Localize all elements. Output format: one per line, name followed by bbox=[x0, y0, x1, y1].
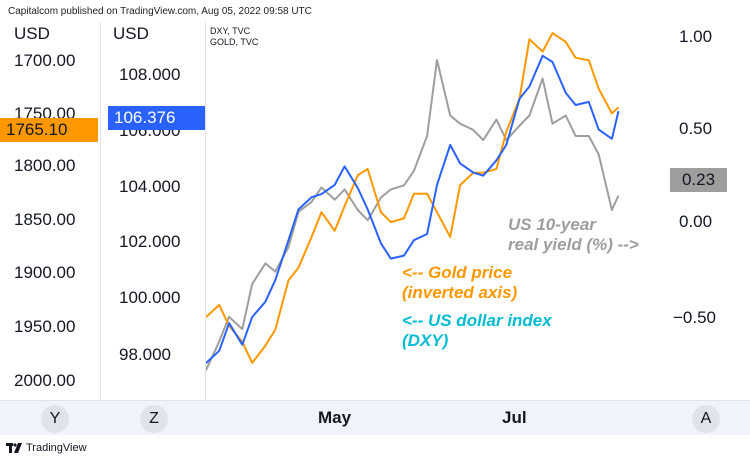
yield-tick: −0.50 bbox=[673, 308, 717, 327]
gold-tick: 2000.00 bbox=[14, 371, 76, 390]
yield-tick: 0.00 bbox=[679, 212, 713, 231]
dxy-axis-unit: USD bbox=[113, 24, 149, 43]
yield-series-line[interactable] bbox=[206, 59, 620, 371]
gold-annotation-line: (inverted axis) bbox=[402, 283, 518, 302]
publisher-header: Capitalcom published on TradingView.com,… bbox=[8, 6, 312, 17]
gold-annotation: <-- Gold price (inverted axis) bbox=[402, 263, 517, 303]
yield-annotation: US 10-year real yield (%) --> bbox=[508, 215, 639, 255]
gold-current-price-badge: 1765.10 bbox=[0, 118, 98, 142]
dxy-axis-settings-button[interactable]: Z bbox=[140, 405, 168, 433]
gold-tick: 1800.00 bbox=[14, 156, 76, 175]
yield-annotation-line: real yield (%) --> bbox=[508, 235, 639, 254]
dxy-tick: 98.000 bbox=[119, 345, 171, 364]
yield-current-value-badge: 0.23 bbox=[670, 168, 727, 192]
dxy-tick: 108.000 bbox=[119, 65, 181, 84]
gold-tick: 1700.00 bbox=[14, 51, 76, 70]
gold-tick: 1850.00 bbox=[14, 210, 76, 229]
gold-price-axis[interactable]: USD 1700.00 1750.00 1800.00 1850.00 1900… bbox=[0, 22, 100, 400]
time-axis[interactable] bbox=[0, 400, 750, 435]
dxy-current-price-badge: 106.376 bbox=[108, 106, 205, 130]
axis-divider bbox=[205, 22, 206, 432]
dxy-annotation-line: <-- US dollar index bbox=[402, 311, 552, 330]
gold-tick: 1900.00 bbox=[14, 263, 76, 282]
dxy-series-line[interactable] bbox=[206, 54, 620, 364]
dxy-annotation-line: (DXY) bbox=[402, 331, 449, 350]
x-tick-label: May bbox=[318, 408, 352, 427]
gold-tick: 1950.00 bbox=[14, 317, 76, 336]
auto-scale-button[interactable]: A bbox=[692, 405, 720, 433]
legend-entry: GOLD, TVC bbox=[210, 37, 259, 47]
dxy-tick: 104.000 bbox=[119, 177, 181, 196]
dxy-price-axis[interactable]: USD 108.000 106.000 104.000 102.000 100.… bbox=[101, 22, 205, 400]
tradingview-footer[interactable]: TradingView bbox=[6, 442, 87, 454]
dxy-annotation: <-- US dollar index (DXY) bbox=[402, 311, 552, 351]
yield-tick: 0.50 bbox=[679, 119, 713, 138]
yield-tick: 1.00 bbox=[679, 27, 713, 46]
tradingview-logo-icon bbox=[6, 443, 22, 453]
x-tick-label: Jul bbox=[502, 408, 527, 427]
tradingview-brand-text: TradingView bbox=[26, 442, 87, 454]
dxy-tick: 100.000 bbox=[119, 288, 181, 307]
dxy-tick: 102.000 bbox=[119, 232, 181, 251]
gold-axis-unit: USD bbox=[14, 24, 50, 43]
legend-entry: DXY, TVC bbox=[210, 26, 251, 36]
yield-annotation-line: US 10-year bbox=[508, 215, 596, 234]
gold-axis-settings-button[interactable]: Y bbox=[41, 405, 69, 433]
yield-axis[interactable]: 1.00 0.50 0.00 −0.50 0.23 bbox=[668, 22, 750, 400]
gold-annotation-line: <-- Gold price bbox=[402, 263, 513, 282]
axis-divider bbox=[100, 22, 101, 432]
gold-series-line[interactable] bbox=[206, 32, 620, 364]
